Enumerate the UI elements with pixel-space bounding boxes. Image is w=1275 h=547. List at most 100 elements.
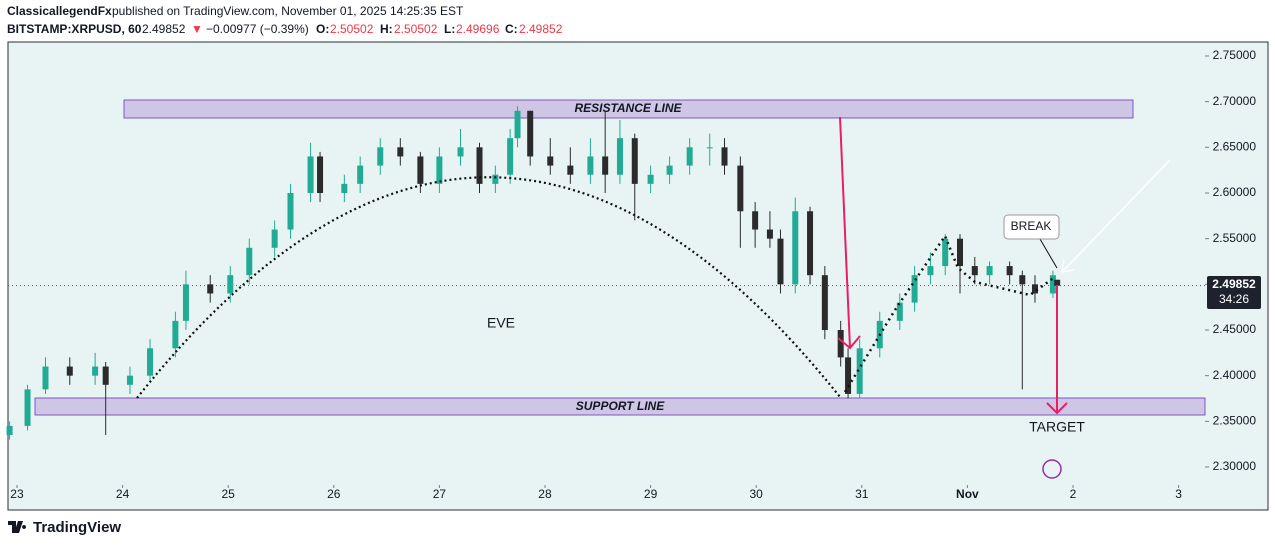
candle-body [514, 110, 521, 139]
y-tick-label: 2.65000 [1213, 139, 1257, 153]
candle-body [66, 366, 73, 376]
x-tick-label: 3 [1175, 487, 1182, 501]
h-label: H: [380, 22, 393, 36]
y-tick-label: 2.35000 [1213, 414, 1257, 428]
candle [777, 229, 784, 294]
break-box [1003, 214, 1060, 240]
candle [341, 174, 348, 203]
eve-label: EVE [487, 315, 515, 331]
candle-body [911, 275, 918, 303]
x-tick-label: Nov [956, 487, 979, 501]
candle [821, 266, 828, 340]
candle-body [587, 156, 594, 175]
y-tick-label: 2.70000 [1213, 94, 1257, 108]
x-tick-label: 25 [222, 487, 236, 501]
candle [856, 339, 863, 399]
candle [706, 133, 713, 166]
candle-body [686, 147, 693, 166]
y-tick-label: 2.40000 [1213, 368, 1257, 382]
candle [721, 138, 728, 175]
candle [377, 138, 384, 175]
candle-body [271, 229, 278, 248]
candle [527, 110, 534, 166]
candle-body [1054, 279, 1061, 286]
candle [476, 142, 483, 193]
candle [602, 110, 609, 193]
candle-body [527, 110, 534, 157]
candle-body [602, 156, 609, 175]
candle [567, 147, 574, 184]
candle-body [507, 138, 514, 175]
candle-body [147, 348, 154, 376]
candle-body [896, 302, 903, 321]
candle-body [317, 156, 324, 193]
candle-body [647, 174, 654, 184]
candle-body [837, 329, 844, 358]
candle-body [942, 238, 949, 267]
candle-body [821, 275, 828, 330]
candle-body [737, 165, 744, 212]
candle [631, 133, 638, 221]
candle-body [492, 174, 499, 184]
candle [1019, 270, 1026, 390]
x-tick-label: 29 [644, 487, 658, 501]
candle [397, 138, 404, 166]
last-close: 2.49852 [142, 22, 186, 36]
change: −0.00977 (−0.39%) [206, 22, 309, 36]
candle [271, 220, 278, 257]
candle-body [1049, 275, 1056, 294]
c-label: C: [505, 22, 518, 36]
candle [587, 138, 594, 184]
candle [1031, 275, 1038, 303]
candle-body [24, 389, 31, 426]
y-tick-label: 2.45000 [1213, 322, 1257, 336]
candle-body [92, 366, 99, 376]
symbol: BITSTAMP:XRPUSD, 60 [7, 22, 142, 36]
candle [147, 339, 154, 381]
candle-body [752, 211, 759, 230]
candle-body [957, 238, 964, 267]
candle [666, 156, 673, 184]
y-tick-label: 2.75000 [1213, 48, 1257, 62]
candle-body [1031, 284, 1038, 294]
candle [807, 206, 814, 285]
support-zone [34, 397, 1206, 416]
candle [182, 270, 189, 330]
candle-body [6, 425, 13, 436]
x-tick-label: 23 [10, 487, 24, 501]
candle [547, 138, 554, 175]
candle-body [845, 357, 852, 394]
candle-body [246, 247, 253, 276]
candle-body [42, 366, 49, 390]
candle-body [616, 138, 623, 175]
resistance-zone [123, 99, 1134, 119]
candle-body [986, 266, 993, 276]
candle-body [547, 156, 554, 166]
drop-arrow [839, 116, 851, 349]
o-label: O: [316, 22, 329, 36]
candle-body [1006, 266, 1013, 276]
candle [737, 156, 744, 248]
candle [647, 165, 654, 193]
brand: TradingView [33, 519, 121, 536]
candle-body [927, 266, 934, 276]
price-badge-countdown: 34:26 [1219, 292, 1249, 306]
candle-body [807, 211, 814, 276]
x-tick-label: 31 [855, 487, 869, 501]
eve-arc [136, 176, 841, 399]
support-label: SUPPORT LINE [576, 399, 665, 413]
candle [896, 293, 903, 330]
candle-body [971, 266, 978, 276]
recovery-path [843, 233, 1056, 393]
down-arrow: ▼ [191, 22, 203, 36]
candle [845, 348, 852, 399]
candle [246, 238, 253, 285]
x-tick-label: 27 [433, 487, 447, 501]
candle-body [792, 211, 799, 285]
candle [24, 384, 31, 431]
candle [1049, 270, 1056, 299]
published: published on TradingView.com, November 0… [112, 4, 464, 18]
candle-body [856, 348, 863, 394]
candle-body [182, 284, 189, 321]
